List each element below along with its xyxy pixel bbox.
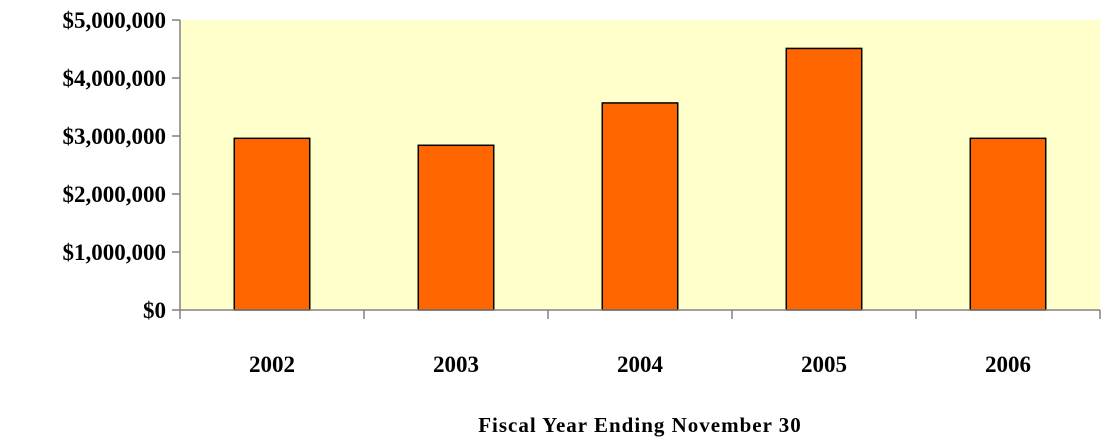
x-axis-tick-marks	[179, 310, 1101, 319]
y-tick-label: $2,000,000	[63, 182, 167, 207]
y-tick-label: $1,000,000	[63, 240, 167, 265]
bar-2002	[233, 137, 311, 311]
x-tick-label: 2002	[249, 352, 295, 377]
y-tick-label: $5,000,000	[63, 8, 167, 33]
y-tick-label: $3,000,000	[63, 124, 167, 149]
y-axis-tick-labels: $0 $1,000,000 $2,000,000 $3,000,000 $4,000,0…	[63, 8, 167, 323]
x-tick-label: 2003	[433, 352, 479, 377]
y-axis-tick-marks	[172, 19, 180, 311]
bar-2006	[969, 137, 1047, 311]
x-tick-label: 2006	[985, 352, 1031, 377]
bar-2003	[417, 144, 495, 311]
bars	[233, 47, 1047, 311]
x-axis-tick-labels: 2002 2003 2004 2005 2006	[249, 352, 1031, 377]
bar-2005	[785, 47, 863, 311]
x-tick-label: 2004	[617, 352, 664, 377]
y-tick-label: $4,000,000	[63, 66, 167, 91]
x-axis-title: Fiscal Year Ending November 30	[478, 413, 802, 437]
x-tick-label: 2005	[801, 352, 847, 377]
y-tick-label: $0	[143, 298, 166, 323]
bar-2004	[601, 102, 679, 311]
